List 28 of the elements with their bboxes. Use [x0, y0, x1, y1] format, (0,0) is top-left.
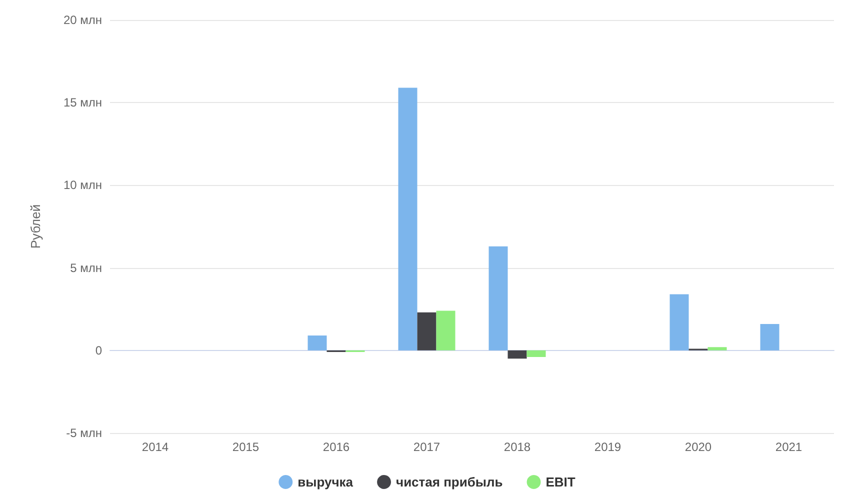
y-tick-label: 10 млн	[63, 178, 102, 192]
legend-label: выручка	[298, 474, 354, 490]
bar	[398, 88, 418, 350]
bar	[760, 324, 780, 350]
x-tick-label: 2016	[322, 440, 350, 454]
x-tick-label: 2017	[413, 440, 440, 454]
y-axis-title: Рублей	[28, 204, 43, 249]
x-tick-label: 2021	[775, 440, 802, 454]
legend-label: EBIT	[546, 474, 576, 490]
y-tick-label: 5 млн	[70, 260, 102, 275]
y-tick-label: 20 млн	[63, 13, 102, 27]
x-tick-label: 2014	[142, 440, 169, 454]
bar	[508, 350, 527, 359]
bar	[526, 350, 546, 358]
y-tick-label: 0	[95, 343, 102, 358]
bar	[488, 246, 508, 350]
x-tick-label: 2018	[504, 440, 531, 454]
y-tick-label: 15 млн	[63, 96, 102, 110]
x-tick-label: 2020	[684, 440, 712, 454]
bar	[670, 294, 689, 350]
x-tick-label: 2015	[232, 440, 260, 454]
bar	[308, 336, 327, 350]
legend-label: чистая прибыль	[396, 474, 503, 490]
bar	[436, 310, 456, 350]
x-tick-label: 2019	[594, 440, 622, 454]
bar	[417, 312, 436, 350]
bar	[708, 347, 727, 350]
y-tick-label: -5 млн	[66, 426, 102, 440]
